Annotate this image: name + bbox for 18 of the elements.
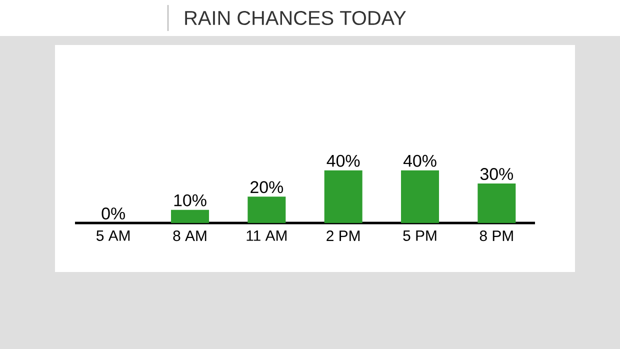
data-label: 40%	[403, 154, 436, 167]
x-tick-label: 8 PM	[480, 230, 513, 242]
x-tick-label: 2 PM	[326, 230, 360, 241]
data-label: 40%	[326, 154, 360, 167]
data-label: 20%	[250, 181, 284, 194]
bar	[324, 170, 362, 223]
data-label: 10%	[174, 194, 206, 206]
chart-title: RAIN CHANCES TODAY	[185, 10, 406, 26]
bar	[478, 184, 516, 223]
data-label: 30%	[480, 168, 514, 180]
x-tick-label: 8 AM	[173, 230, 206, 242]
x-tick-label: 5 AM	[96, 230, 130, 241]
x-tick-label: 11 AM	[246, 230, 286, 241]
bar	[401, 170, 440, 223]
x-tick-label: 5 PM	[403, 230, 436, 241]
bar	[248, 196, 286, 223]
data-label: 0%	[102, 207, 125, 220]
bar	[171, 210, 210, 223]
